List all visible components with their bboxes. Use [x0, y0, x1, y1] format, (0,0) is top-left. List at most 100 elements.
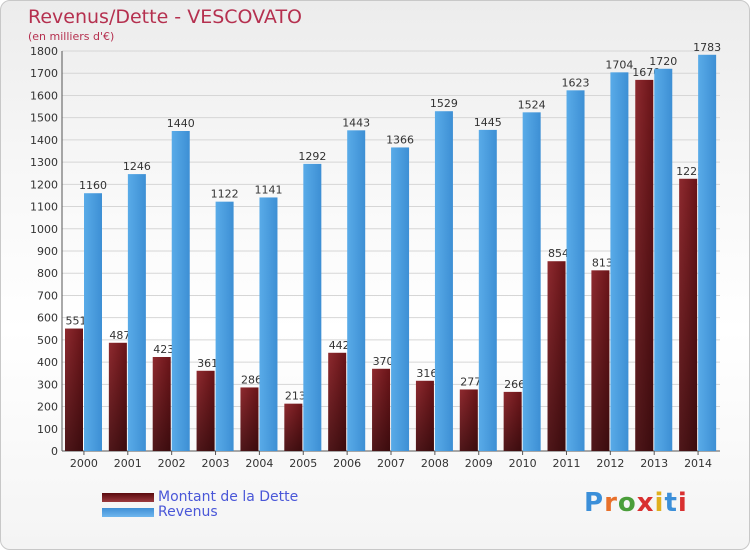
- data-label-dette: 551: [66, 315, 87, 328]
- legend-swatch-revenus: [102, 507, 154, 517]
- y-tick-label: 1200: [30, 178, 58, 191]
- data-label-dette: 286: [241, 373, 262, 386]
- bar-dette-shade: [240, 387, 259, 451]
- x-tick-label: 2002: [158, 457, 186, 470]
- bar-revenus: [522, 112, 541, 451]
- bar-dette-shade: [503, 391, 522, 451]
- bar-dette-shade: [328, 352, 347, 451]
- y-tick-label: 200: [37, 401, 58, 414]
- y-tick-label: 1100: [30, 201, 58, 214]
- bar-revenus: [127, 174, 146, 451]
- x-tick-label: 2012: [596, 457, 624, 470]
- y-tick-label: 1600: [30, 89, 58, 102]
- x-tick-label: 2003: [202, 457, 230, 470]
- y-tick-label: 1800: [30, 45, 58, 58]
- y-tick-label: 700: [37, 289, 58, 302]
- data-label-revenus: 1443: [342, 116, 370, 129]
- x-tick-label: 2011: [552, 457, 580, 470]
- x-tick-label: 2005: [289, 457, 317, 470]
- bar-dette-shade: [547, 261, 566, 451]
- y-tick-label: 300: [37, 378, 58, 391]
- data-label-dette: 316: [416, 367, 437, 380]
- chart-subtitle: (en milliers d'€): [28, 30, 115, 43]
- bar-dette-shade: [591, 270, 610, 451]
- data-label-revenus: 1524: [518, 98, 546, 111]
- x-tick-label: 2001: [114, 457, 142, 470]
- bar-dette-shade: [459, 389, 478, 451]
- bar-dette-shade: [372, 368, 391, 451]
- data-label-dette: 277: [460, 375, 481, 388]
- bar-revenus: [698, 54, 717, 452]
- data-label-revenus: 1783: [693, 41, 721, 54]
- bar-revenus: [215, 201, 234, 451]
- data-label-dette: 1225: [676, 165, 704, 178]
- x-tick-label: 2013: [640, 457, 668, 470]
- data-label-revenus: 1292: [298, 150, 326, 163]
- logo-letter: o: [617, 488, 637, 518]
- bar-revenus: [84, 193, 102, 451]
- data-label-dette: 423: [153, 343, 174, 356]
- bar-dette-shade: [415, 380, 434, 451]
- logo-letter: i: [654, 488, 665, 518]
- y-tick-label: 1000: [30, 223, 58, 236]
- logo-letter: t: [664, 488, 678, 518]
- legend-item-dette: Montant de la Dette: [102, 489, 298, 505]
- data-label-revenus: 1623: [562, 76, 590, 89]
- x-tick-label: 2007: [377, 457, 405, 470]
- y-tick-label: 0: [51, 445, 58, 458]
- bar-revenus: [478, 129, 497, 451]
- logo-letter: i: [677, 488, 688, 518]
- data-label-revenus: 1141: [254, 183, 282, 196]
- bar-dette-shade: [196, 370, 215, 451]
- y-tick-label: 1700: [30, 67, 58, 80]
- y-tick-label: 1500: [30, 112, 58, 125]
- data-label-revenus: 1246: [123, 160, 151, 173]
- bar-revenus: [259, 197, 278, 451]
- chart-title: Revenus/Dette - VESCOVATO: [28, 6, 303, 28]
- data-label-revenus: 1720: [649, 55, 677, 68]
- bar-revenus: [610, 72, 629, 451]
- legend-swatch-dette: [102, 492, 154, 502]
- y-tick-label: 900: [37, 245, 58, 258]
- data-label-revenus: 1445: [474, 116, 502, 129]
- data-label-revenus: 1366: [386, 133, 414, 146]
- x-tick-label: 2006: [333, 457, 361, 470]
- bar-dette-shade: [65, 328, 83, 451]
- legend-item-revenus: Revenus: [102, 504, 218, 520]
- data-label-dette: 370: [373, 355, 394, 368]
- y-tick-label: 1400: [30, 134, 58, 147]
- data-label-dette: 854: [548, 247, 569, 260]
- x-tick-label: 2009: [465, 457, 493, 470]
- bar-revenus: [171, 131, 190, 451]
- x-tick-label: 2010: [509, 457, 537, 470]
- bar-revenus: [347, 130, 366, 452]
- bar-revenus: [566, 90, 585, 451]
- y-tick-label: 100: [37, 423, 58, 436]
- bar-revenus: [654, 68, 673, 452]
- bar-revenus: [434, 111, 453, 451]
- data-label-revenus: 1529: [430, 97, 458, 110]
- y-tick-label: 600: [37, 312, 58, 325]
- data-label-dette: 213: [285, 390, 306, 403]
- logo-letter: r: [604, 488, 618, 518]
- x-tick-label: 2014: [684, 457, 712, 470]
- x-tick-label: 2000: [70, 457, 98, 470]
- x-tick-label: 2008: [421, 457, 449, 470]
- logo-letter: x: [636, 488, 655, 518]
- bar-dette-shade: [284, 403, 303, 451]
- proxiti-logo: Proxiti: [584, 488, 688, 518]
- data-label-dette: 813: [592, 256, 613, 269]
- data-label-dette: 1670: [632, 66, 660, 79]
- bar-dette-shade: [635, 79, 654, 451]
- y-tick-label: 500: [37, 334, 58, 347]
- data-label-revenus: 1160: [79, 179, 107, 192]
- bar-dette-shade: [679, 178, 698, 451]
- bar-dette-shade: [108, 342, 127, 451]
- data-label-dette: 266: [504, 378, 525, 391]
- bar-dette-shade: [152, 357, 171, 451]
- data-label-revenus: 1122: [211, 188, 239, 201]
- data-label-dette: 487: [109, 329, 130, 342]
- logo-letter: P: [584, 488, 605, 518]
